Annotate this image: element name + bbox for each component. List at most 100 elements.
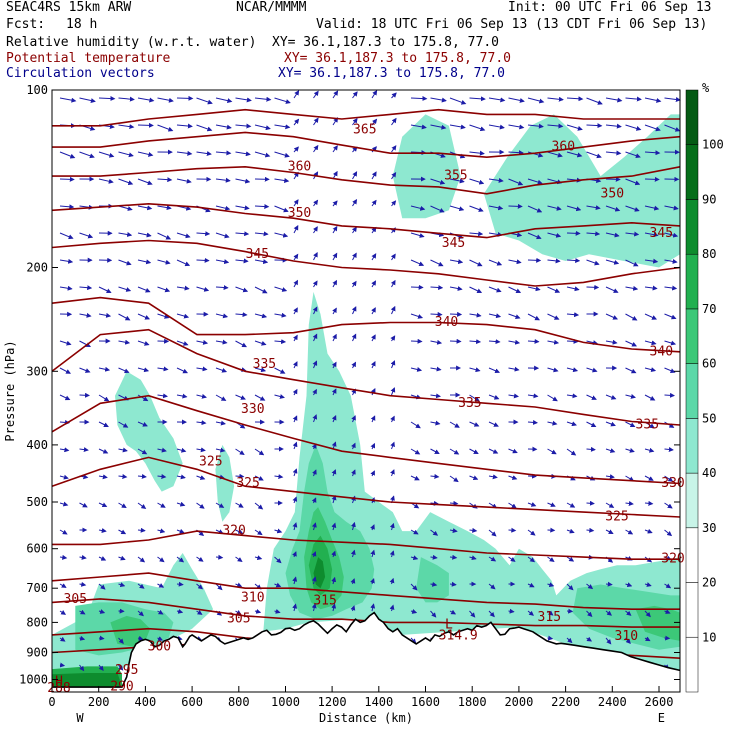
circulation-vector	[332, 252, 338, 261]
colorbar-unit: %	[702, 81, 710, 95]
circulation-vector	[469, 394, 480, 402]
circulation-vector	[430, 124, 447, 130]
circulation-vector	[664, 205, 679, 211]
circulation-vector	[274, 178, 290, 183]
x-tick-label: 2000	[504, 695, 533, 709]
circulation-vector	[331, 550, 336, 558]
circulation-vector	[547, 313, 560, 320]
circulation-vector	[118, 582, 126, 588]
circulation-vector	[430, 259, 444, 267]
x-tick-label: 800	[228, 695, 250, 709]
circulation-vector	[79, 554, 87, 560]
circulation-vector	[274, 97, 291, 104]
circulation-vector	[157, 124, 174, 132]
circulation-vector	[137, 340, 150, 346]
circulation-vector	[137, 421, 148, 427]
circulation-vector	[547, 420, 558, 426]
circulation-vector	[371, 334, 376, 342]
circulation-vector	[351, 333, 357, 342]
circulation-vector	[137, 635, 144, 641]
colorbar-label: 40	[702, 466, 716, 480]
circulation-vector	[59, 610, 67, 615]
circulation-vector	[98, 528, 107, 533]
circulation-vector	[644, 97, 662, 103]
circulation-vector	[566, 393, 578, 399]
circulation-vector	[254, 502, 264, 510]
y-tick-label: 400	[26, 438, 48, 452]
circulation-vector	[488, 313, 502, 319]
circulation-vector	[59, 583, 67, 588]
circulation-vector	[644, 176, 660, 182]
theta-label: 325	[199, 455, 222, 470]
circulation-vector	[118, 205, 133, 211]
theta-contour	[51, 202, 681, 239]
circulation-vector	[176, 313, 190, 319]
circulation-vector	[118, 124, 135, 130]
circulation-vector	[430, 311, 443, 317]
circulation-vector	[488, 339, 501, 345]
circulation-vector	[410, 475, 420, 481]
circulation-vector	[430, 339, 443, 345]
circulation-vector	[430, 581, 438, 587]
circulation-vector	[370, 470, 375, 477]
circulation-vector	[254, 367, 267, 373]
colorbar-bin	[685, 144, 699, 200]
circulation-vector	[118, 664, 124, 671]
circulation-vector	[508, 178, 524, 186]
circulation-vector	[488, 421, 499, 427]
circulation-vector	[644, 285, 658, 291]
theta-contour	[51, 394, 681, 485]
circulation-vector	[527, 178, 543, 185]
circulation-vector	[98, 178, 114, 184]
circulation-vector	[137, 122, 154, 128]
circulation-vector	[644, 582, 652, 587]
circulation-vector	[137, 583, 145, 589]
circulation-vector	[566, 367, 579, 373]
circulation-vector	[215, 502, 225, 508]
theta-contour	[51, 296, 681, 353]
circulation-vector	[176, 150, 193, 156]
circulation-vector	[430, 448, 440, 454]
circulation-vector	[274, 151, 290, 158]
circulation-vector	[79, 232, 94, 239]
theta-label: 360	[288, 159, 311, 174]
circulation-vector	[235, 205, 250, 211]
x-axis-title: Distance (km)	[319, 711, 413, 725]
circulation-vector	[157, 177, 173, 183]
circulation-vector	[389, 550, 395, 558]
extremum-label: 314.9	[439, 628, 478, 643]
circulation-vector	[410, 124, 427, 130]
circulation-vector	[566, 205, 582, 212]
circulation-vector	[274, 556, 282, 564]
circulation-vector	[527, 610, 534, 616]
circulation-vector	[547, 286, 561, 293]
circulation-vector	[508, 608, 515, 614]
circulation-vector	[469, 150, 485, 156]
circulation-vector	[331, 388, 337, 396]
circulation-vector	[215, 285, 229, 291]
circulation-vector	[527, 556, 536, 563]
circulation-vector	[586, 231, 601, 237]
x-tick-label: 600	[181, 695, 203, 709]
circulation-vector	[350, 578, 356, 585]
circulation-vector	[79, 609, 86, 615]
circulation-vector	[390, 279, 396, 288]
circulation-vector	[59, 636, 66, 642]
circulation-vector	[313, 144, 319, 153]
circulation-vector	[391, 145, 397, 153]
circulation-vector	[79, 447, 89, 453]
circulation-vector	[196, 556, 204, 562]
circulation-vector	[98, 502, 108, 508]
x-end-label-west: W	[76, 711, 84, 725]
circulation-vector	[391, 171, 397, 180]
circulation-vector	[605, 176, 621, 182]
circulation-vector	[508, 259, 522, 265]
circulation-vector	[430, 610, 437, 618]
circulation-vector	[586, 394, 597, 400]
circulation-vector	[292, 576, 298, 585]
circulation-vector	[292, 468, 298, 477]
circulation-vector	[176, 95, 194, 101]
circulation-vector	[98, 151, 115, 158]
circulation-vector	[605, 610, 612, 616]
